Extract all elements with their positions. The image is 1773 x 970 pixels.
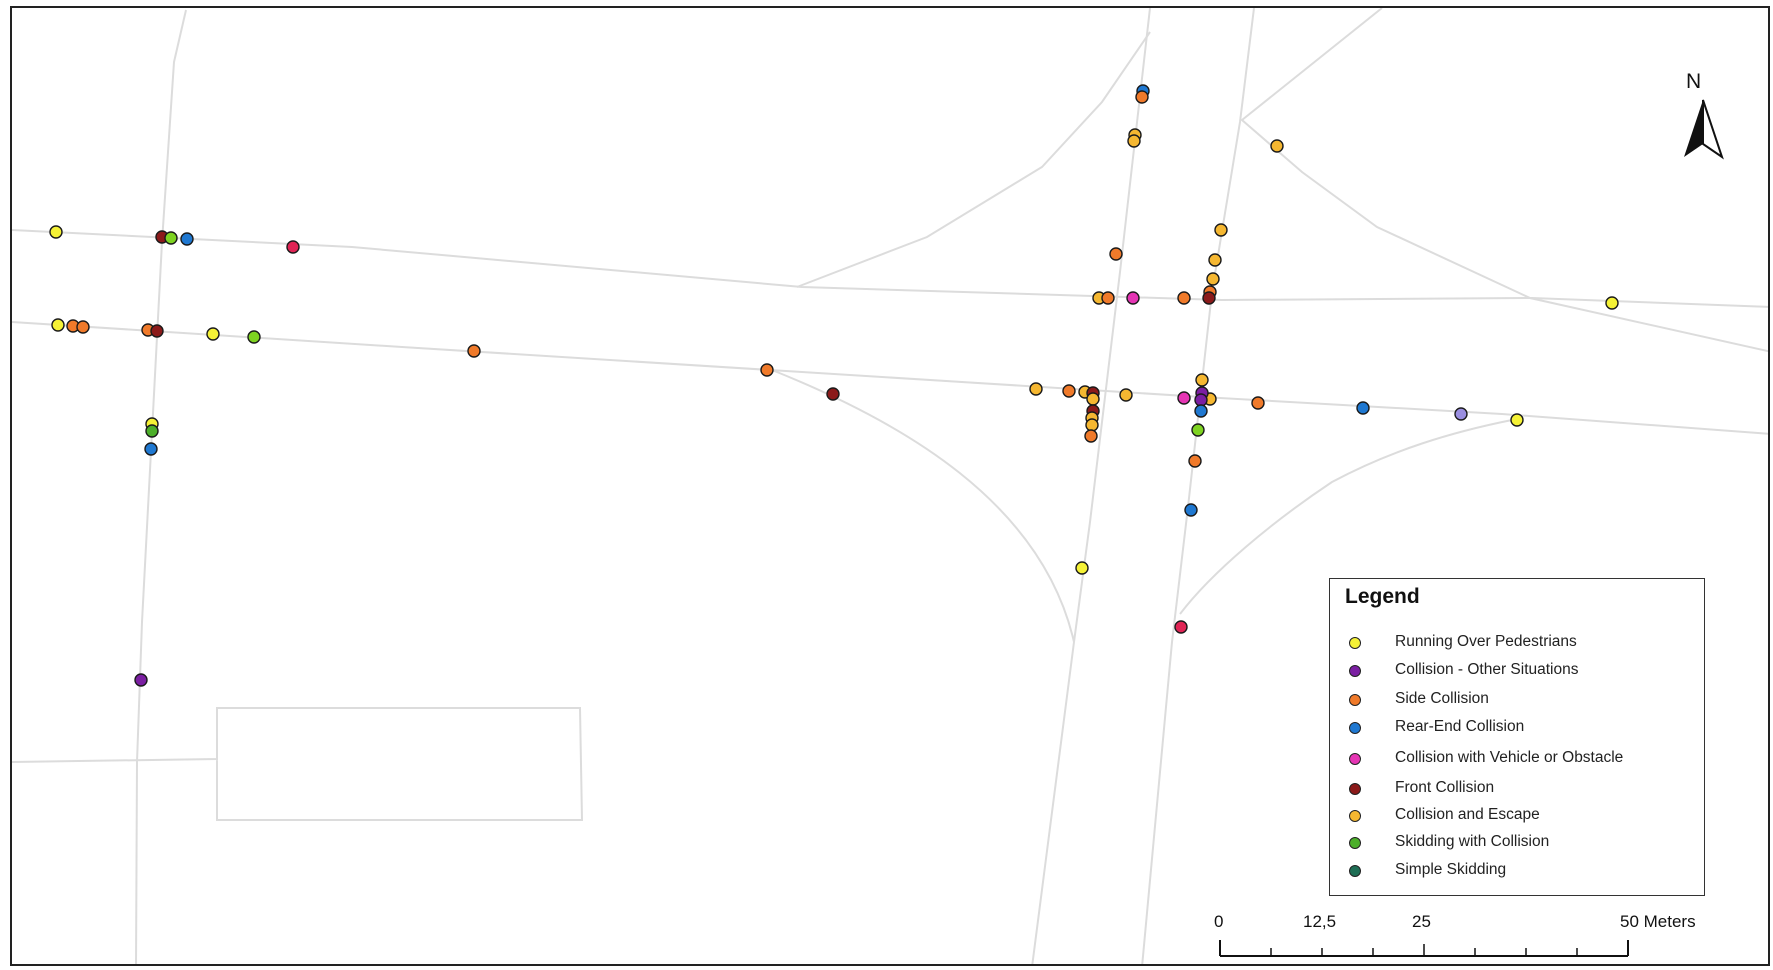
marker-running-over-pedestrians[interactable] [1511,414,1523,426]
marker-running-over-pedestrians[interactable] [1076,562,1088,574]
marker-collision-and-escape[interactable] [1207,273,1219,285]
legend-item-skidding-with-collision: Skidding with Collision [1330,832,1700,854]
legend-label: Collision and Escape [1395,806,1540,824]
legend-swatch [1349,722,1361,734]
marker-collision-and-escape[interactable] [1196,374,1208,386]
legend-swatch [1349,637,1361,649]
scale-bar: 0 12,5 25 50 Meters [1196,912,1756,962]
marker-side-collision[interactable] [1189,455,1201,467]
legend-item-collision-with-vehicle-or-obstacle: Collision with Vehicle or Obstacle [1330,748,1700,770]
marker-rear-end-collision[interactable] [1185,504,1197,516]
road-central-west-vertical [1032,8,1150,966]
marker-collision-other-situations[interactable] [1195,394,1207,406]
legend-label: Rear-End Collision [1395,718,1524,736]
marker-collision-and-escape[interactable] [1215,224,1227,236]
legend-swatch [1349,865,1361,877]
marker-side-collision[interactable] [77,321,89,333]
legend-item-running-over-pedestrians: Running Over Pedestrians [1330,632,1700,654]
legend-label: Collision - Other Situations [1395,661,1579,679]
marker-collision-and-escape[interactable] [1120,389,1132,401]
legend-box: Legend Running Over Pedestrians Collisio… [1329,578,1705,896]
marker-collision-and-escape[interactable] [1087,393,1099,405]
marker-collision-and-escape[interactable] [1128,135,1140,147]
road-northeast-diagonal [1242,8,1770,352]
marker-side-collision[interactable] [761,364,773,376]
marker-collision-and-escape[interactable] [1271,140,1283,152]
marker-collision-and-escape[interactable] [1209,254,1221,266]
legend-swatch [1349,694,1361,706]
road-south-horizontal [12,322,1770,434]
legend-label: Collision with Vehicle or Obstacle [1395,749,1623,767]
marker-collision-with-vehicle-or-obstacle[interactable] [1178,392,1190,404]
legend-label: Skidding with Collision [1395,833,1549,851]
road-southwest-curve [772,370,1074,642]
marker-front-collision[interactable] [1203,292,1215,304]
road-northwest-diagonal [797,32,1150,287]
marker-rear-end-collision[interactable] [181,233,193,245]
marker-pink-red[interactable] [1175,621,1187,633]
marker-skidding-with-collision[interactable] [248,331,260,343]
marker-side-collision[interactable] [1063,385,1075,397]
road-west-vertical [136,10,186,966]
road-central-east-vertical [1142,8,1254,966]
marker-side-collision[interactable] [468,345,480,357]
parcel-outline [12,708,582,820]
legend-item-collision-and-escape: Collision and Escape [1330,805,1700,827]
marker-side-collision[interactable] [1178,292,1190,304]
marker-side-collision[interactable] [1085,430,1097,442]
legend-swatch [1349,837,1361,849]
marker-running-over-pedestrians[interactable] [52,319,64,331]
legend-item-front-collision: Front Collision [1330,778,1700,800]
marker-running-over-pedestrians[interactable] [207,328,219,340]
marker-collision-with-vehicle-or-obstacle[interactable] [1127,292,1139,304]
marker-collision-and-escape[interactable] [1086,419,1098,431]
marker-side-collision[interactable] [1136,91,1148,103]
legend-swatch [1349,810,1361,822]
marker-side-collision[interactable] [1252,397,1264,409]
legend-item-side-collision: Side Collision [1330,689,1700,711]
north-arrow-icon [1670,72,1726,172]
legend-item-simple-skidding: Simple Skidding [1330,860,1700,882]
legend-swatch [1349,665,1361,677]
marker-skidding-with-collision[interactable] [165,232,177,244]
legend-label: Front Collision [1395,779,1494,797]
legend-swatch [1349,783,1361,795]
marker-pink-red[interactable] [287,241,299,253]
legend-label: Side Collision [1395,690,1489,708]
legend-item-rear-end-collision: Rear-End Collision [1330,717,1700,739]
marker-rear-end-collision[interactable] [1195,405,1207,417]
road-north-horizontal [12,230,1770,307]
marker-lavender[interactable] [1455,408,1467,420]
marker-front-collision[interactable] [827,388,839,400]
marker-front-collision[interactable] [151,325,163,337]
marker-rear-end-collision[interactable] [145,443,157,455]
legend-label: Running Over Pedestrians [1395,633,1577,651]
marker-running-over-pedestrians[interactable] [1606,297,1618,309]
legend-label: Simple Skidding [1395,861,1506,879]
marker-rear-end-collision[interactable] [1357,402,1369,414]
legend-swatch [1349,753,1361,765]
marker-side-collision[interactable] [1102,292,1114,304]
marker-skidding-with-collision[interactable] [146,425,158,437]
marker-skidding-with-collision[interactable] [1192,424,1204,436]
marker-side-collision[interactable] [1110,248,1122,260]
marker-collision-other-situations[interactable] [135,674,147,686]
scale-bar-ticks [1196,912,1756,962]
legend-title: Legend [1345,585,1420,609]
marker-collision-and-escape[interactable] [1030,383,1042,395]
legend-item-collision-other-situations: Collision - Other Situations [1330,660,1700,682]
marker-running-over-pedestrians[interactable] [50,226,62,238]
